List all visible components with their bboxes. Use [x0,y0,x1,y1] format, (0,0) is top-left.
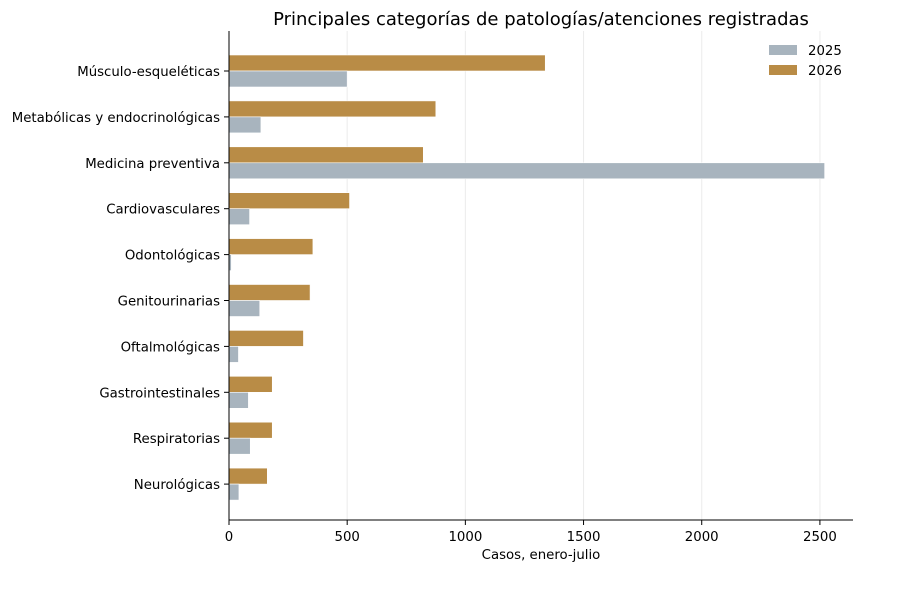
legend-label-2026: 2026 [808,64,842,79]
bar-2025 [228,116,262,134]
bar-2025 [228,483,240,501]
y-ticks: Músculo-esqueléticas Metabólicas y endocr… [12,64,229,493]
bar-2025 [228,346,239,363]
bar-2026 [228,100,437,118]
x-tick-label: 2500 [803,530,837,545]
x-axis-label: Casos, enero-julio [482,548,601,563]
x-ticks: 0 500 1000 1500 2000 2500 [225,520,837,545]
bar-2026 [228,192,350,209]
category-label: Respiratorias [133,432,220,447]
category-label: Neurológicas [134,477,220,493]
x-tick-label: 500 [334,530,359,545]
legend: 2025 2026 [769,44,842,79]
category-label: Gastrointestinales [99,386,220,401]
category-label: Cardiovasculares [106,203,220,218]
bar-2026 [228,284,311,301]
x-tick-label: 0 [225,530,233,545]
category-label: Músculo-esqueléticas [77,64,220,80]
bar-2025 [228,437,251,455]
bar-2025 [228,391,249,409]
bar-2025 [228,300,261,317]
legend-swatch-2025 [769,45,797,55]
bar-2026 [228,375,273,393]
bar-2026 [228,421,273,439]
x-tick-label: 2000 [685,530,719,545]
bar-2026 [228,146,424,164]
axes [228,31,853,521]
category-label: Medicina preventiva [85,157,220,172]
legend-swatch-2026 [769,65,797,75]
category-label: Genitourinarias [118,295,220,310]
chart-title: Principales categorías de patologías/ate… [273,9,809,30]
bar-2026 [228,330,304,347]
x-tick-label: 1000 [448,530,482,545]
category-label: Odontológicas [125,248,220,264]
bars [228,54,825,501]
bar-2025 [228,208,250,225]
bar-2026 [228,54,546,72]
bar-2025 [228,162,825,180]
grid-lines [346,31,821,520]
bar-2026 [228,238,314,255]
bar-2026 [228,467,268,485]
category-label: Oftalmológicas [121,339,220,355]
bar-2025 [228,70,348,88]
category-label: Metabólicas y endocrinológicas [12,110,220,126]
legend-label-2025: 2025 [808,44,842,59]
x-tick-label: 1500 [567,530,601,545]
